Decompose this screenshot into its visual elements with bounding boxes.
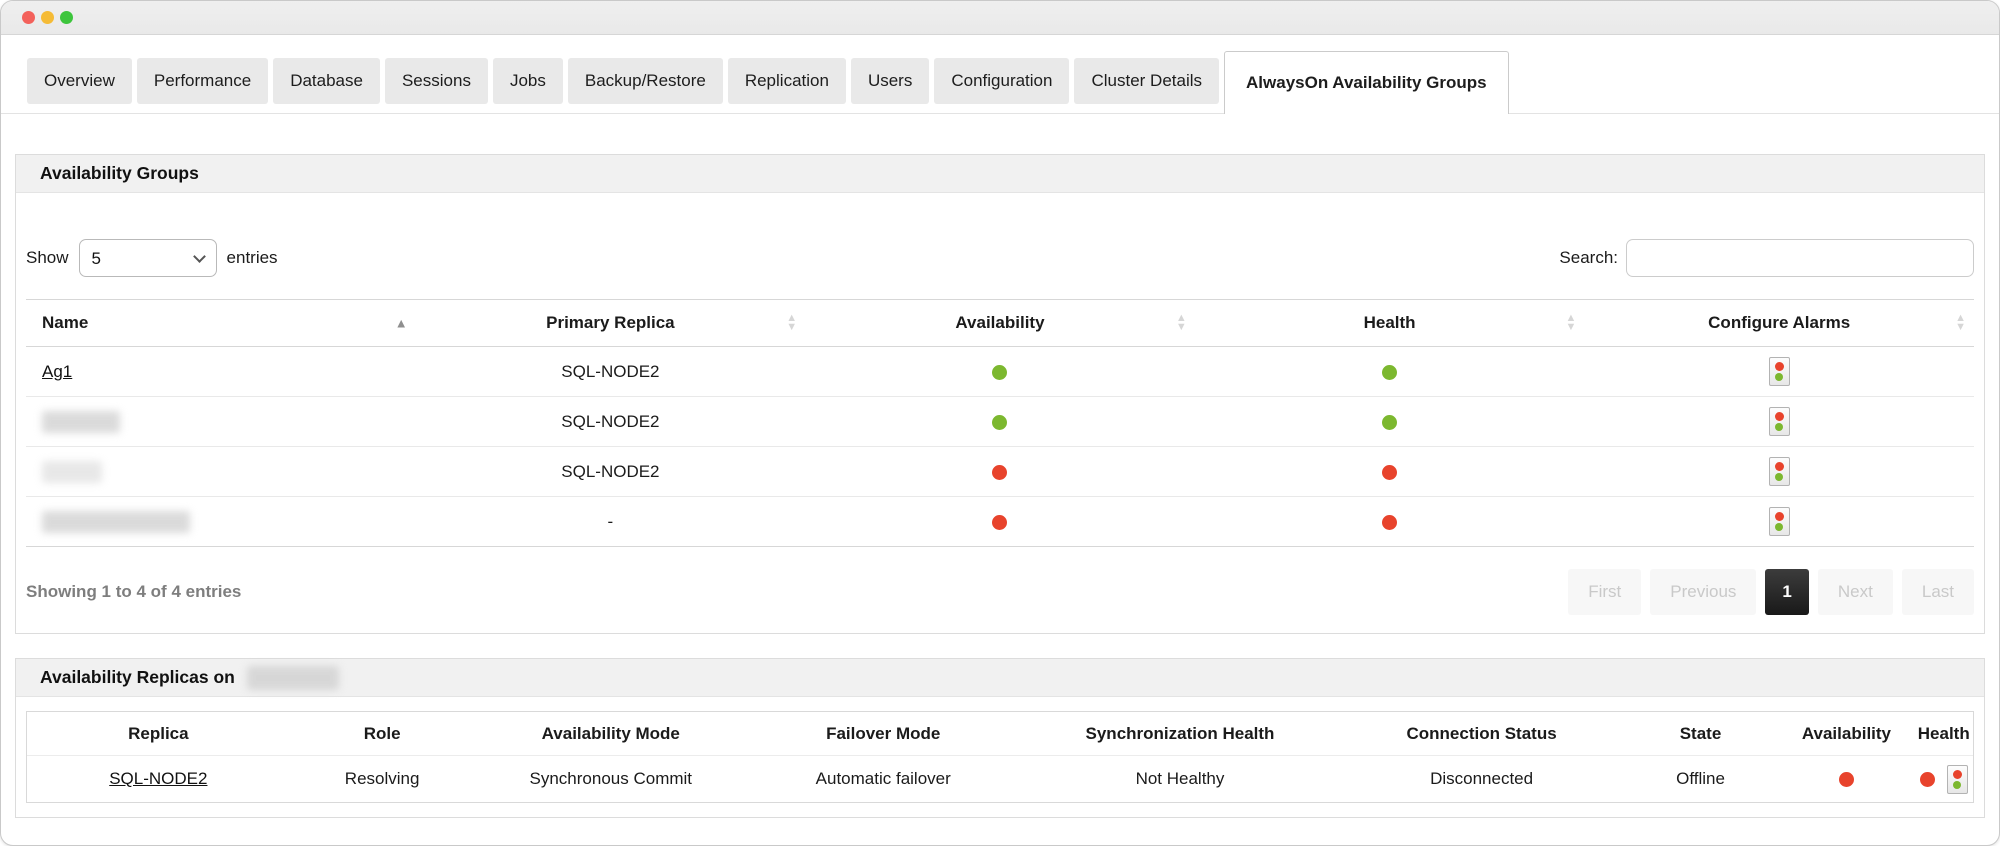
sort-both-icon: ▲ ▼ <box>786 312 798 333</box>
primary-replica-cell: - <box>607 511 614 531</box>
column-header-configure-alarms[interactable]: Configure Alarms ▲ ▼ <box>1708 312 1966 333</box>
tab-backup-restore[interactable]: Backup/Restore <box>567 58 723 104</box>
search-control: Search: <box>1559 239 1974 277</box>
tab-database[interactable]: Database <box>273 58 380 104</box>
page-content: Availability Groups Show 5 entries Searc… <box>1 154 1999 818</box>
page-size-select[interactable]: 5 <box>78 239 217 277</box>
search-label: Search: <box>1559 248 1618 267</box>
column-header-failover-mode: Failover Mode <box>826 723 941 743</box>
availability-groups-panel: Availability Groups Show 5 entries Searc… <box>15 154 1985 634</box>
table-row: SQL-NODE2 <box>26 397 1974 447</box>
availability-groups-table: Name ▲ Primary Replica ▲ ▼ Availability ▲… <box>26 299 1974 547</box>
close-window-icon[interactable] <box>22 11 35 24</box>
availability-status-dot <box>992 514 1008 530</box>
table-header-row: Name ▲ Primary Replica ▲ ▼ Availability ▲… <box>26 299 1974 347</box>
tab-overview[interactable]: Overview <box>27 58 132 104</box>
zoom-window-icon[interactable] <box>60 11 73 24</box>
column-header-availability-mode: Availability Mode <box>541 723 680 743</box>
table-row: - <box>26 497 1974 547</box>
column-header-replica: Replica <box>128 723 189 743</box>
minimize-window-icon[interactable] <box>41 11 54 24</box>
tab-replication[interactable]: Replication <box>727 58 846 104</box>
availability-replicas-panel-title: Availability Replicas on <box>16 659 1984 697</box>
replica-name-link[interactable]: SQL-NODE2 <box>109 769 208 788</box>
primary-replica-cell: SQL-NODE2 <box>561 411 660 431</box>
sort-ascending-icon: ▲ <box>394 315 408 331</box>
redacted-group-name <box>42 460 102 483</box>
sort-both-icon: ▲ ▼ <box>1565 312 1577 333</box>
health-status-dot <box>1382 364 1398 380</box>
redacted-group-name <box>42 410 120 433</box>
health-status-dot <box>1382 514 1398 530</box>
availability-replicas-table: Replica Role Availability Mode Failover … <box>26 711 1974 803</box>
show-label: Show <box>26 248 69 267</box>
state-cell: Offline <box>1676 769 1725 788</box>
tab-performance[interactable]: Performance <box>136 58 269 104</box>
availability-status-dot <box>992 464 1008 480</box>
table-row: Ag1 SQL-NODE2 <box>26 347 1974 397</box>
configure-alarms-icon[interactable] <box>1946 764 1968 794</box>
health-status-dot <box>1919 771 1935 787</box>
configure-alarms-icon[interactable] <box>1768 407 1790 436</box>
entries-summary: Showing 1 to 4 of 4 entries <box>26 582 242 601</box>
primary-replica-cell: SQL-NODE2 <box>561 461 660 481</box>
column-header-role: Role <box>363 723 401 743</box>
column-header-state: State <box>1679 723 1722 743</box>
availability-status-dot <box>992 364 1008 380</box>
search-input[interactable] <box>1626 239 1974 277</box>
pagination-page-1-button[interactable]: 1 <box>1765 569 1809 615</box>
group-name-link[interactable]: Ag1 <box>42 361 73 381</box>
connection-status-cell: Disconnected <box>1430 769 1534 788</box>
column-header-connection-status: Connection Status <box>1406 723 1557 743</box>
column-header-availability: Availability <box>1801 723 1892 743</box>
table-row: SQL-NODE2 <box>26 447 1974 497</box>
availability-mode-cell: Synchronous Commit <box>529 769 693 788</box>
availability-status-dot <box>1838 772 1854 788</box>
pagination-last-button[interactable]: Last <box>1901 569 1974 615</box>
pagination-first-button[interactable]: First <box>1568 569 1642 615</box>
table-header-row: Replica Role Availability Mode Failover … <box>27 712 1973 756</box>
configure-alarms-icon[interactable] <box>1768 507 1790 536</box>
sort-both-icon: ▲ ▼ <box>1955 312 1966 333</box>
configure-alarms-icon[interactable] <box>1768 457 1790 486</box>
availability-status-dot <box>992 414 1008 430</box>
tab-sessions[interactable]: Sessions <box>384 58 488 104</box>
window-titlebar <box>1 1 1999 35</box>
tab-alwayson-availability-groups[interactable]: AlwaysOn Availability Groups <box>1224 51 1509 114</box>
availability-replicas-panel: Availability Replicas on Replica Role Av… <box>15 658 1985 818</box>
redacted-group-name <box>42 510 190 533</box>
redacted-server-name <box>246 665 339 690</box>
column-header-health[interactable]: Health ▲ ▼ <box>1363 312 1577 333</box>
column-header-health: Health <box>1917 723 1970 743</box>
health-status-dot <box>1382 464 1398 480</box>
entries-label: entries <box>226 248 278 267</box>
tab-users[interactable]: Users <box>850 58 930 104</box>
failover-mode-cell: Automatic failover <box>815 769 951 788</box>
tab-configuration[interactable]: Configuration <box>934 58 1070 104</box>
pagination-previous-button[interactable]: Previous <box>1650 569 1757 615</box>
tab-cluster-details[interactable]: Cluster Details <box>1074 58 1220 104</box>
page-size-control: Show 5 entries <box>26 239 278 277</box>
table-controls: Show 5 entries Search: <box>16 193 1984 299</box>
column-header-name[interactable]: Name ▲ <box>42 313 408 332</box>
column-header-availability[interactable]: Availability ▲ ▼ <box>955 312 1187 333</box>
column-header-synchronization-health: Synchronization Health <box>1085 723 1275 743</box>
tab-jobs[interactable]: Jobs <box>492 58 563 104</box>
availability-groups-panel-title: Availability Groups <box>16 155 1984 193</box>
primary-replica-cell: SQL-NODE2 <box>561 361 660 381</box>
tab-bar: Overview Performance Database Sessions J… <box>1 35 1999 114</box>
column-header-primary-replica[interactable]: Primary Replica ▲ ▼ <box>546 312 798 333</box>
pagination-next-button[interactable]: Next <box>1817 569 1893 615</box>
sort-both-icon: ▲ ▼ <box>1175 312 1187 333</box>
configure-alarms-icon[interactable] <box>1768 357 1790 386</box>
table-row: SQL-NODE2 Resolving Synchronous Commit A… <box>27 756 1973 802</box>
pagination: First Previous 1 Next Last <box>1568 569 1974 615</box>
table-footer: Showing 1 to 4 of 4 entries First Previo… <box>16 547 1984 633</box>
role-cell: Resolving <box>344 769 420 788</box>
health-status-dot <box>1382 414 1398 430</box>
synchronization-health-cell: Not Healthy <box>1135 769 1225 788</box>
